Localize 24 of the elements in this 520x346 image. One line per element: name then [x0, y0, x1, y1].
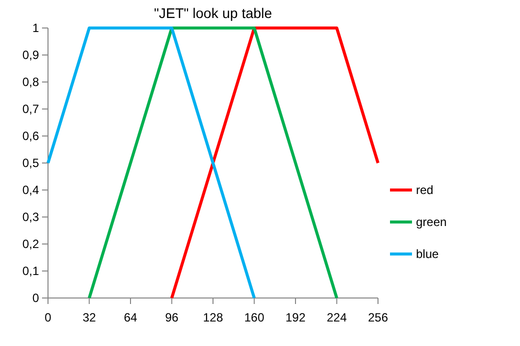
x-tick-label: 64	[124, 310, 138, 324]
x-tick-label: 224	[326, 310, 348, 324]
x-tick-label: 96	[165, 310, 179, 324]
chart-title: "JET" look up table	[154, 5, 272, 21]
y-tick-label: 0,9	[22, 48, 40, 62]
legend-label: red	[416, 183, 434, 198]
x-tick-label: 192	[285, 310, 306, 324]
y-tick-label: 0,5	[22, 156, 40, 170]
x-tick-label: 32	[82, 310, 96, 324]
x-tick-label: 128	[202, 310, 224, 324]
y-tick-label: 0,1	[22, 264, 40, 278]
y-tick-label: 0,4	[22, 182, 40, 197]
x-tick-label: 160	[244, 310, 265, 324]
x-tick-label: 0	[44, 310, 52, 324]
y-tick-label: 1	[32, 20, 40, 35]
x-tick-label: 256	[368, 310, 388, 324]
legend-label: blue	[416, 247, 440, 262]
y-tick-label: 0,6	[22, 128, 40, 143]
y-tick-label: 0,3	[22, 210, 40, 224]
y-tick-label: 0,7	[22, 102, 40, 116]
y-tick-label: 0,8	[22, 74, 40, 89]
y-tick-label: 0,2	[22, 236, 40, 251]
legend-label: green	[416, 215, 447, 230]
y-tick-label: 0	[32, 290, 40, 305]
